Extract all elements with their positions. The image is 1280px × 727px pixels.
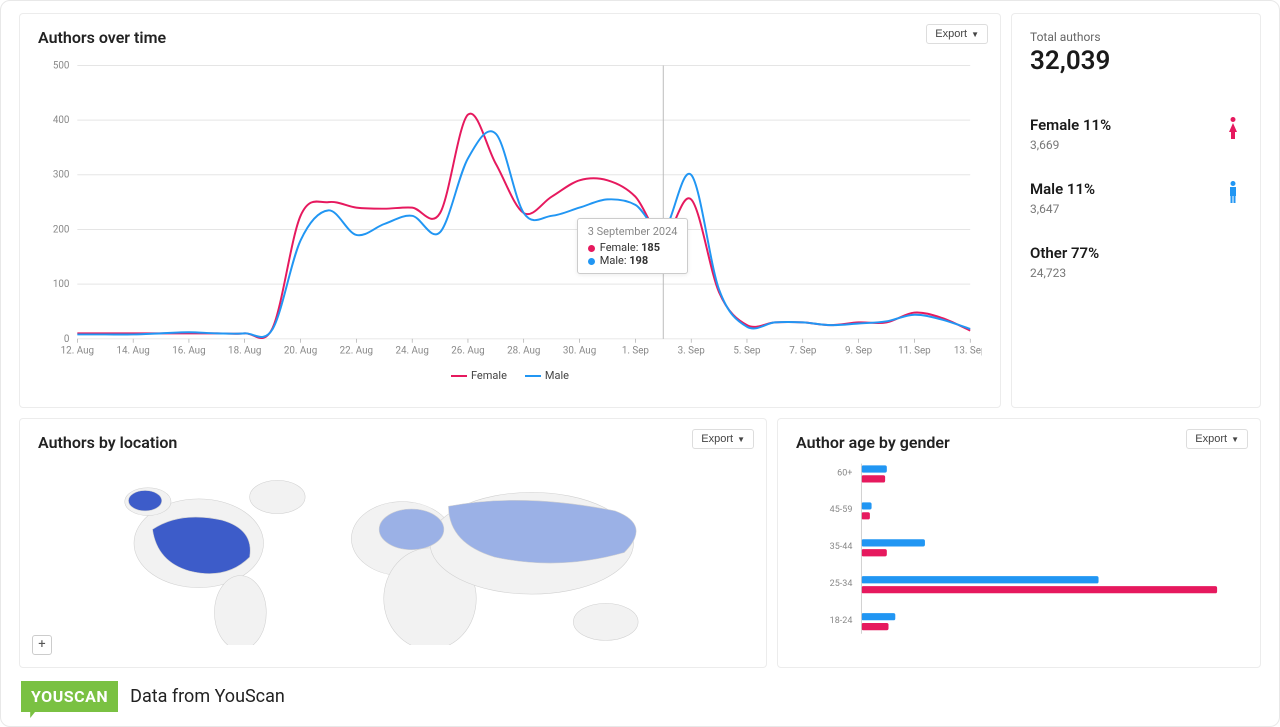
stat-row: Female 11% 3,669 <box>1030 116 1242 152</box>
svg-text:0: 0 <box>64 334 70 345</box>
svg-text:25-34: 25-34 <box>830 579 853 589</box>
export-label: Export <box>935 28 967 40</box>
svg-text:7. Sep: 7. Sep <box>789 346 817 357</box>
chart-legend: Female Male <box>38 369 982 382</box>
stat-row: Male 11% 3,647 <box>1030 180 1242 216</box>
bar-chart-age-by-gender[interactable]: 60+ 45-59 35-44 25-34 18-24 <box>796 460 1242 650</box>
stat-label: Female 11% <box>1030 116 1111 134</box>
male-icon <box>1224 180 1242 209</box>
svg-text:20. Aug: 20. Aug <box>284 346 317 357</box>
panel-title: Authors over time <box>38 28 982 47</box>
export-label: Export <box>1195 433 1227 445</box>
tooltip-row-male: Male: 198 <box>588 254 678 267</box>
svg-text:1. Sep: 1. Sep <box>622 346 650 357</box>
svg-text:400: 400 <box>53 115 70 126</box>
total-authors-value: 32,039 <box>1030 46 1242 76</box>
chevron-down-icon: ▼ <box>1231 435 1239 444</box>
footer-caption: Data from YouScan <box>130 686 285 707</box>
tooltip-row-female: Female: 185 <box>588 241 678 254</box>
export-label: Export <box>701 433 733 445</box>
svg-text:9. Sep: 9. Sep <box>845 346 873 357</box>
total-authors-label: Total authors <box>1030 30 1242 44</box>
panel-authors-over-time: Authors over time Export ▼ 0 100 200 300 400… <box>19 13 1001 408</box>
chevron-down-icon: ▼ <box>737 435 745 444</box>
panel-authors-by-location: Authors by location Export ▼ + <box>19 418 767 668</box>
line-chart-authors-over-time[interactable]: 0 100 200 300 400 500 12. Aug 14. Aug 16. Aug 18.… <box>38 55 982 365</box>
svg-text:28. Aug: 28. Aug <box>507 346 540 357</box>
export-button-time[interactable]: Export ▼ <box>926 24 988 44</box>
svg-text:30. Aug: 30. Aug <box>563 346 596 357</box>
panel-author-age-by-gender: Author age by gender Export ▼ 60+ 45-59 35… <box>777 418 1261 668</box>
legend-item-male: Male <box>525 369 569 382</box>
legend-item-female: Female <box>451 369 507 382</box>
stat-count: 24,723 <box>1030 266 1099 280</box>
svg-text:100: 100 <box>53 279 70 290</box>
svg-text:24. Aug: 24. Aug <box>395 346 428 357</box>
svg-text:300: 300 <box>53 170 70 181</box>
panel-title: Author age by gender <box>796 433 1242 452</box>
svg-text:14. Aug: 14. Aug <box>116 346 149 357</box>
svg-text:13. Sep: 13. Sep <box>954 346 982 357</box>
svg-text:12. Aug: 12. Aug <box>61 346 94 357</box>
chevron-down-icon: ▼ <box>971 30 979 39</box>
svg-text:200: 200 <box>53 224 70 235</box>
stat-count: 3,647 <box>1030 202 1095 216</box>
svg-text:16. Aug: 16. Aug <box>172 346 205 357</box>
world-map[interactable] <box>38 460 748 645</box>
stat-label: Male 11% <box>1030 180 1095 198</box>
svg-text:45-59: 45-59 <box>830 505 853 515</box>
svg-text:18. Aug: 18. Aug <box>228 346 261 357</box>
stat-label: Other 77% <box>1030 244 1099 262</box>
zoom-in-button[interactable]: + <box>32 635 52 655</box>
tooltip-date: 3 September 2024 <box>588 225 678 238</box>
export-button-map[interactable]: Export ▼ <box>692 429 754 449</box>
footer: YOUSCAN Data from YouScan <box>21 681 285 712</box>
svg-text:18-24: 18-24 <box>830 616 853 626</box>
svg-text:22. Aug: 22. Aug <box>340 346 373 357</box>
svg-text:60+: 60+ <box>837 468 852 478</box>
svg-text:5. Sep: 5. Sep <box>733 346 761 357</box>
stat-row: Other 77% 24,723 <box>1030 244 1242 280</box>
export-button-age[interactable]: Export ▼ <box>1186 429 1248 449</box>
panel-total-authors: Total authors 32,039 Female 11% 3,669 Male… <box>1011 13 1261 408</box>
svg-text:500: 500 <box>53 60 70 71</box>
svg-text:26. Aug: 26. Aug <box>451 346 484 357</box>
svg-text:3. Sep: 3. Sep <box>678 346 706 357</box>
svg-text:11. Sep: 11. Sep <box>898 346 931 357</box>
female-icon <box>1224 116 1242 145</box>
chart-tooltip: 3 September 2024 Female: 185 Male: 198 <box>577 218 689 274</box>
stat-count: 3,669 <box>1030 138 1111 152</box>
youscan-logo: YOUSCAN <box>21 681 118 712</box>
panel-title: Authors by location <box>38 433 748 452</box>
svg-text:35-44: 35-44 <box>830 542 853 552</box>
